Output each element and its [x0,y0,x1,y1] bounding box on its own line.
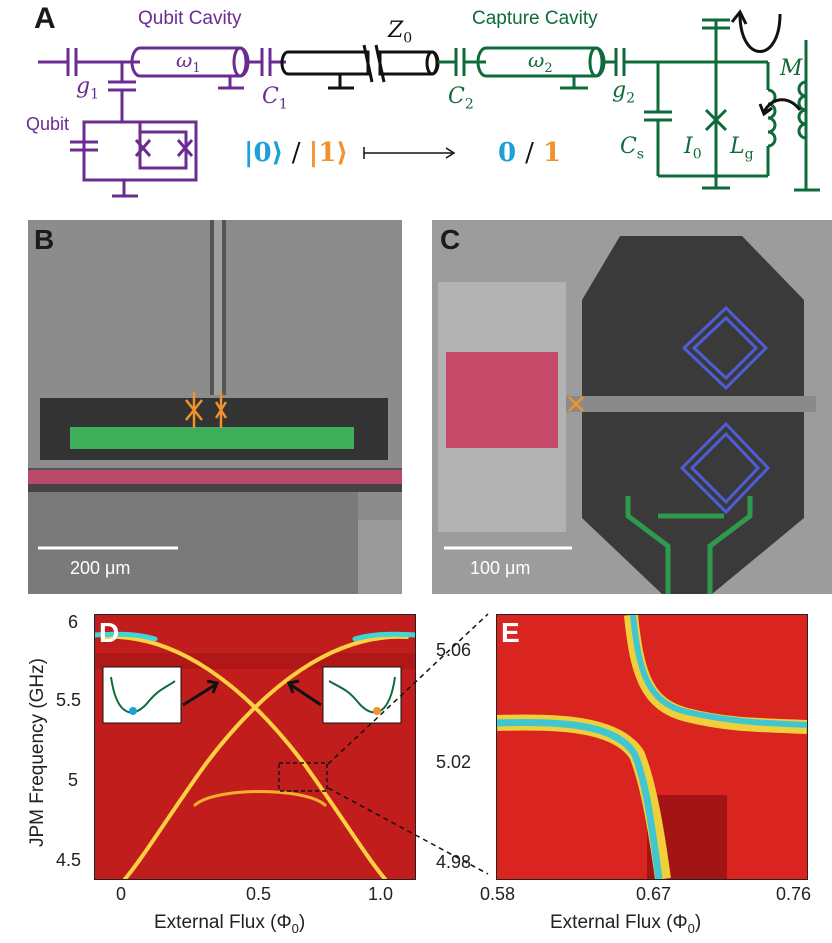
state-1: |1⟩ [308,138,349,168]
c2-label: C2 [448,84,474,113]
output-labels: 0 / 1 [498,138,561,168]
cs-label: Cs [620,134,645,163]
e-ytick-5-06: 5.06 [436,640,472,660]
d-ytick-4-5: 4.5 [56,850,82,870]
scalebar-b-label: 200 μm [70,558,131,578]
panel-label-e: E [501,617,520,648]
m-label: M [780,56,803,81]
output-0: 0 [498,138,517,168]
panel-d-spectrum [95,615,415,879]
panel-c-micrograph: C 100 μm [432,220,832,594]
omega1-label: ω1 [176,48,201,76]
circuit-diagram [38,9,820,198]
e-xlabel: External Flux (Φ0) [550,912,702,936]
d-ytick-5-5: 5.5 [56,690,82,710]
g1-label: g1 [76,74,100,103]
capture-cavity-label: Capture Cavity [472,8,598,29]
e-ytick-4-98: 4.98 [436,852,472,872]
junction-marks [185,392,228,428]
state-labels: |0⟩ / |1⟩ [244,138,348,168]
e-xtick-0-76: 0.76 [776,884,812,904]
panel-d-plot: D [94,614,416,880]
e-ytick-5-02: 5.02 [436,752,472,772]
state-slash: / [291,138,301,168]
junction-mark-c [568,396,584,412]
scalebar-c-label: 100 μm [470,558,531,578]
e-xtick-0-58: 0.58 [480,884,516,904]
omega2-label: ω2 [528,48,553,76]
d-xlabel: External Flux (Φ0) [154,912,306,936]
output-slash: / [525,138,534,168]
d-ylabel: JPM Frequency (GHz) [27,658,48,847]
panel-label-b: B [34,224,55,255]
i0-label: I0 [684,134,702,163]
c1-label: C1 [262,84,288,113]
panel-label-a: A [34,2,56,35]
d-xtick-1-0: 1.0 [368,884,394,904]
panel-b-micrograph: B 200 μm [28,220,402,594]
lg-label: Lg [730,134,754,163]
panel-e-plot: E [496,614,808,880]
output-1: 1 [542,138,562,168]
e-xtick-0-67: 0.67 [636,884,672,904]
panel-label-d: D [99,617,120,648]
panel-label-c: C [440,224,461,255]
z0-label: Z0 [388,18,413,47]
zoom-connector-lines [327,613,489,875]
state-0: |0⟩ [244,138,284,168]
d-xtick-0: 0 [116,884,127,904]
d-xtick-0-5: 0.5 [246,884,272,904]
panel-e-spectrum [497,615,807,879]
qubit-cavity-label: Qubit Cavity [138,8,242,29]
panel-a: A [0,0,832,210]
d-ytick-6: 6 [68,612,79,632]
g2-label: g2 [612,78,636,107]
d-ytick-5: 5 [68,770,79,790]
qubit-label: Qubit [26,114,70,134]
